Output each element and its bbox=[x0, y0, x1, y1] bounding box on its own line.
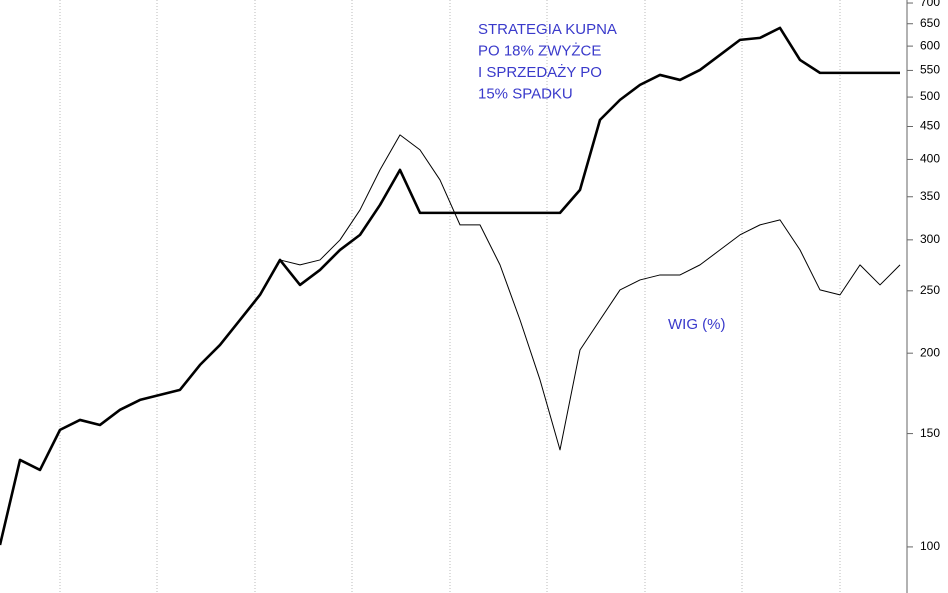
series-line bbox=[0, 26, 900, 546]
y-tick-label: 250 bbox=[920, 283, 940, 297]
y-tick-label: 400 bbox=[920, 152, 940, 166]
annotation: STRATEGIA KUPNA bbox=[478, 21, 617, 38]
vertical-grid bbox=[59, 0, 841, 593]
y-tick-label: 500 bbox=[920, 89, 940, 103]
y-tick-label: 200 bbox=[920, 345, 940, 359]
y-tick-label: 650 bbox=[920, 16, 940, 30]
y-tick-label: 450 bbox=[920, 119, 940, 133]
y-tick-label: 150 bbox=[920, 426, 940, 440]
annotation: 15% SPADKU bbox=[478, 85, 573, 102]
annotation: PO 18% ZWYŻCE bbox=[478, 41, 601, 59]
y-tick-label: 300 bbox=[920, 232, 940, 246]
annotation: I SPRZEDAŻY PO bbox=[478, 63, 602, 81]
y-tick-label: 350 bbox=[920, 189, 940, 203]
y-tick-label: 700 bbox=[920, 0, 940, 9]
series-label: WIG (%) bbox=[668, 316, 726, 333]
y-tick-label: 600 bbox=[920, 38, 940, 52]
y-tick-label: 100 bbox=[920, 539, 940, 553]
y-tick-label: 550 bbox=[920, 63, 940, 77]
